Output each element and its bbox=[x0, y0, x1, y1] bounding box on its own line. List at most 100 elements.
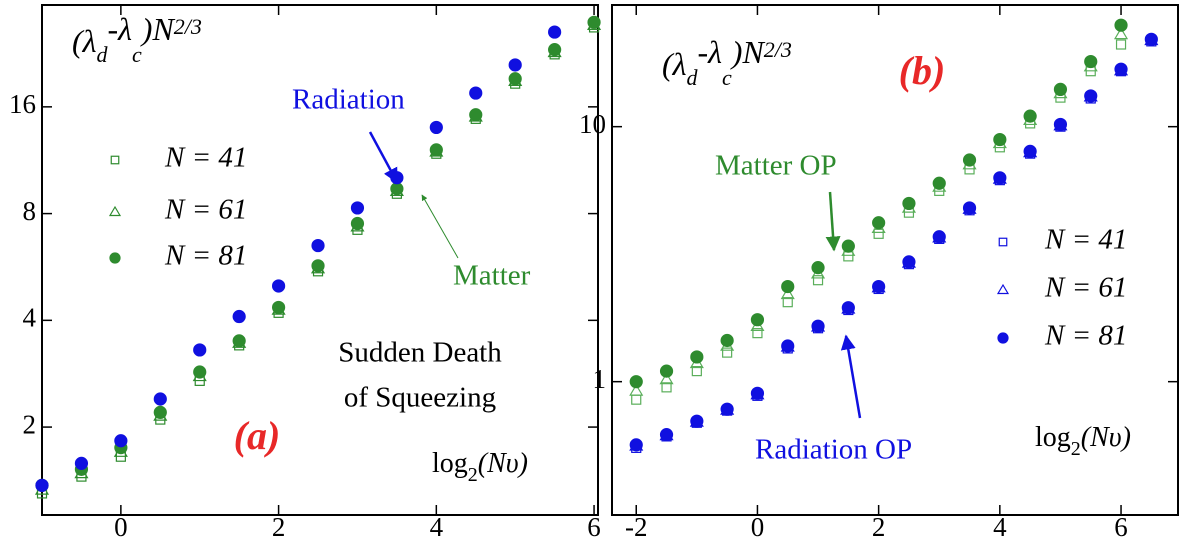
marker-circle bbox=[311, 238, 325, 253]
legend-label: N = 61 bbox=[164, 194, 247, 226]
annotation-arrow bbox=[825, 191, 841, 252]
marker-square bbox=[661, 382, 672, 393]
marker-square bbox=[1115, 39, 1127, 50]
x-axis-label-part: 2 bbox=[1071, 438, 1081, 460]
marker-square bbox=[631, 394, 642, 405]
marker-circle bbox=[114, 434, 128, 448]
y-tick-label: 1 bbox=[593, 364, 607, 394]
x-tick-label: 0 bbox=[751, 512, 765, 542]
marker-circle bbox=[271, 300, 286, 315]
x-axis-label: log2(Nυ) bbox=[432, 448, 528, 485]
x-tick-label: 2 bbox=[872, 512, 886, 542]
marker-circle bbox=[193, 365, 207, 379]
annotation: of Squeezing bbox=[344, 382, 496, 414]
marker-circle bbox=[962, 153, 977, 167]
marker-circle bbox=[508, 58, 522, 72]
marker-triangle bbox=[1113, 27, 1129, 40]
y-axis-label-part: -λ bbox=[108, 11, 133, 47]
y-axis-label-part: -λ bbox=[698, 34, 723, 70]
x-axis-label-part: log bbox=[1035, 422, 1071, 453]
x-axis-label-part: log bbox=[432, 448, 468, 479]
y-axis-label-part: )N bbox=[730, 34, 766, 70]
marker-circle bbox=[508, 72, 522, 86]
marker-circle bbox=[872, 279, 886, 294]
plot-frame bbox=[41, 4, 599, 516]
marker-circle bbox=[1144, 32, 1158, 46]
marker-square bbox=[752, 328, 763, 339]
legend-label: N = 61 bbox=[1044, 272, 1127, 304]
y-axis-label-part: d bbox=[97, 42, 109, 67]
x-tick-label: 2 bbox=[272, 512, 286, 542]
marker-circle bbox=[1023, 144, 1037, 158]
marker-square bbox=[843, 251, 854, 262]
marker-circle bbox=[1053, 82, 1068, 97]
marker-circle bbox=[841, 301, 855, 315]
marker-circle bbox=[629, 375, 643, 389]
legend-label: N = 81 bbox=[1044, 320, 1127, 352]
marker-triangle bbox=[108, 205, 122, 217]
x-axis-label-part: (Nυ) bbox=[1081, 422, 1131, 453]
marker-circle bbox=[993, 171, 1007, 185]
panel-label: (b) bbox=[899, 48, 946, 93]
marker-circle bbox=[1053, 117, 1068, 132]
marker-circle bbox=[232, 334, 246, 348]
marker-circle bbox=[1114, 18, 1128, 32]
marker-circle bbox=[993, 132, 1007, 147]
marker-circle bbox=[690, 350, 704, 364]
marker-circle bbox=[629, 438, 643, 452]
y-axis-label-part: d bbox=[687, 65, 699, 90]
marker-square bbox=[691, 366, 702, 377]
annotation: Matter OP bbox=[715, 150, 837, 182]
marker-circle bbox=[469, 86, 483, 100]
marker-circle bbox=[271, 279, 286, 293]
legend-label: N = 41 bbox=[1044, 224, 1127, 256]
y-tick-label: 16 bbox=[9, 89, 36, 119]
y-axis-label-part: 2/3 bbox=[174, 14, 202, 39]
x-axis-label-part: 2 bbox=[468, 464, 478, 486]
marker-circle bbox=[109, 252, 121, 264]
marker-circle bbox=[811, 261, 825, 275]
marker-circle bbox=[548, 25, 562, 39]
marker-circle bbox=[841, 239, 855, 253]
y-axis-label-part: )N bbox=[140, 11, 176, 47]
marker-circle bbox=[74, 456, 89, 470]
panel-label: (a) bbox=[234, 413, 281, 458]
marker-circle bbox=[429, 143, 443, 157]
marker-square bbox=[110, 155, 120, 165]
y-axis-label-part: 2/3 bbox=[764, 37, 792, 62]
marker-circle bbox=[720, 402, 734, 416]
marker-circle bbox=[811, 319, 825, 333]
marker-circle bbox=[750, 313, 765, 327]
x-tick-label: 0 bbox=[114, 512, 128, 542]
marker-circle bbox=[902, 255, 916, 269]
marker-circle bbox=[311, 259, 325, 273]
marker-circle bbox=[587, 15, 601, 29]
y-axis-label-part: c bbox=[722, 65, 732, 90]
legend-label: N = 41 bbox=[164, 142, 247, 174]
marker-circle bbox=[932, 230, 946, 244]
marker-circle bbox=[350, 201, 365, 215]
marker-triangle bbox=[780, 287, 795, 300]
y-tick-label: 10 bbox=[579, 109, 606, 139]
marker-circle bbox=[1023, 109, 1037, 123]
marker-circle bbox=[232, 309, 246, 324]
marker-circle bbox=[153, 392, 167, 406]
marker-circle bbox=[35, 478, 49, 492]
x-axis-label: log2(Nυ) bbox=[1035, 422, 1131, 459]
marker-circle bbox=[781, 339, 795, 353]
annotation-arrow bbox=[421, 194, 459, 259]
marker-circle bbox=[690, 414, 704, 428]
marker-circle bbox=[872, 216, 886, 230]
y-tick-label: 4 bbox=[23, 303, 37, 333]
marker-triangle bbox=[659, 372, 674, 385]
annotation: Radiation bbox=[292, 84, 405, 116]
annotation: Radiation OP bbox=[755, 434, 912, 466]
y-tick-label: 2 bbox=[23, 409, 37, 439]
marker-circle bbox=[659, 364, 674, 378]
y-axis-label: (λd-λc)N2/3 bbox=[72, 11, 202, 67]
marker-square bbox=[812, 275, 824, 286]
marker-circle bbox=[1114, 62, 1128, 76]
y-axis-label: (λd-λc)N2/3 bbox=[662, 34, 792, 90]
marker-circle bbox=[390, 182, 404, 196]
